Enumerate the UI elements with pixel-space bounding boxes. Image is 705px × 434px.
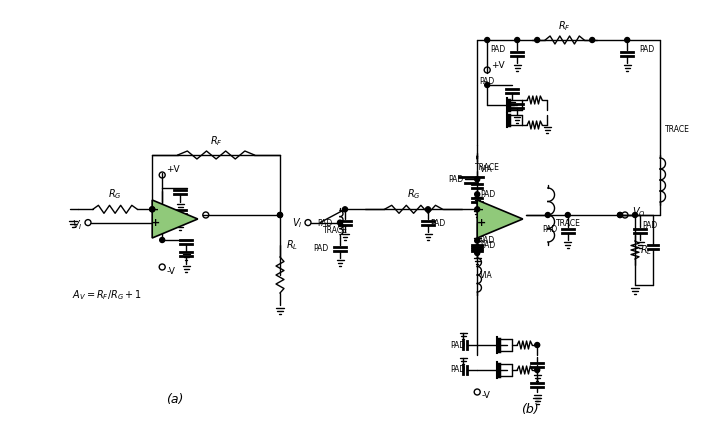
- Text: +V: +V: [491, 62, 505, 70]
- Text: +: +: [477, 217, 486, 227]
- Circle shape: [618, 213, 623, 217]
- Circle shape: [474, 250, 479, 256]
- Text: PAD: PAD: [448, 175, 463, 184]
- Text: $R_F$: $R_F$: [558, 19, 571, 33]
- Text: PAD: PAD: [313, 244, 328, 253]
- Polygon shape: [152, 200, 198, 238]
- Circle shape: [565, 213, 570, 217]
- Text: $R_F$: $R_F$: [209, 134, 223, 148]
- Text: PAD: PAD: [480, 240, 496, 250]
- Circle shape: [426, 207, 431, 212]
- Text: TRACE: TRACE: [665, 125, 690, 135]
- Text: -V: -V: [166, 266, 175, 276]
- Circle shape: [545, 213, 551, 217]
- Circle shape: [149, 207, 154, 212]
- Circle shape: [338, 220, 343, 225]
- Circle shape: [534, 368, 540, 372]
- Text: VIA: VIA: [480, 270, 493, 279]
- Text: PAD: PAD: [479, 78, 494, 86]
- Text: PAD: PAD: [642, 220, 657, 230]
- Text: (b): (b): [521, 404, 539, 417]
- Text: -: -: [479, 204, 484, 214]
- Text: +V: +V: [166, 165, 180, 174]
- Text: $V_I$: $V_I$: [292, 216, 302, 230]
- Circle shape: [474, 177, 479, 182]
- Text: $R_G$: $R_G$: [407, 187, 420, 201]
- Circle shape: [474, 192, 479, 197]
- Text: -V: -V: [482, 391, 490, 401]
- Text: -: -: [154, 204, 159, 214]
- Circle shape: [474, 207, 479, 212]
- Text: PAD: PAD: [450, 365, 465, 375]
- Text: TRACE: TRACE: [475, 163, 500, 172]
- Circle shape: [278, 213, 283, 217]
- Text: $R_G$: $R_G$: [109, 187, 122, 201]
- Circle shape: [343, 207, 348, 212]
- Polygon shape: [477, 200, 523, 238]
- Circle shape: [589, 37, 595, 43]
- Text: $V_I$: $V_I$: [71, 218, 82, 231]
- Circle shape: [485, 82, 490, 88]
- Text: (a): (a): [166, 394, 184, 407]
- Circle shape: [632, 213, 637, 217]
- Text: PAD: PAD: [490, 46, 505, 55]
- Text: TRACE: TRACE: [323, 226, 348, 235]
- Circle shape: [534, 37, 540, 43]
- Text: TRACE: TRACE: [556, 218, 581, 227]
- Circle shape: [534, 342, 540, 348]
- Text: PAD: PAD: [543, 224, 558, 233]
- Text: +: +: [152, 217, 161, 227]
- Circle shape: [160, 237, 165, 243]
- Circle shape: [474, 238, 479, 243]
- Text: PAD: PAD: [450, 341, 465, 349]
- Text: PAD: PAD: [430, 219, 446, 228]
- Circle shape: [485, 37, 490, 43]
- Circle shape: [149, 207, 154, 212]
- Text: PAD: PAD: [639, 46, 654, 55]
- Text: $R_L$: $R_L$: [640, 243, 652, 257]
- Circle shape: [618, 213, 623, 217]
- Text: VIA: VIA: [480, 165, 493, 174]
- Text: $R_L$: $R_L$: [286, 238, 298, 252]
- Text: $A_V = R_F/R_G + 1$: $A_V = R_F/R_G + 1$: [72, 288, 142, 302]
- Text: PAD: PAD: [479, 236, 494, 245]
- Circle shape: [625, 37, 630, 43]
- Text: PAD: PAD: [318, 219, 333, 228]
- Text: $V_O$: $V_O$: [632, 205, 646, 219]
- Circle shape: [278, 213, 283, 217]
- Text: PAD: PAD: [480, 190, 496, 199]
- Circle shape: [515, 37, 520, 43]
